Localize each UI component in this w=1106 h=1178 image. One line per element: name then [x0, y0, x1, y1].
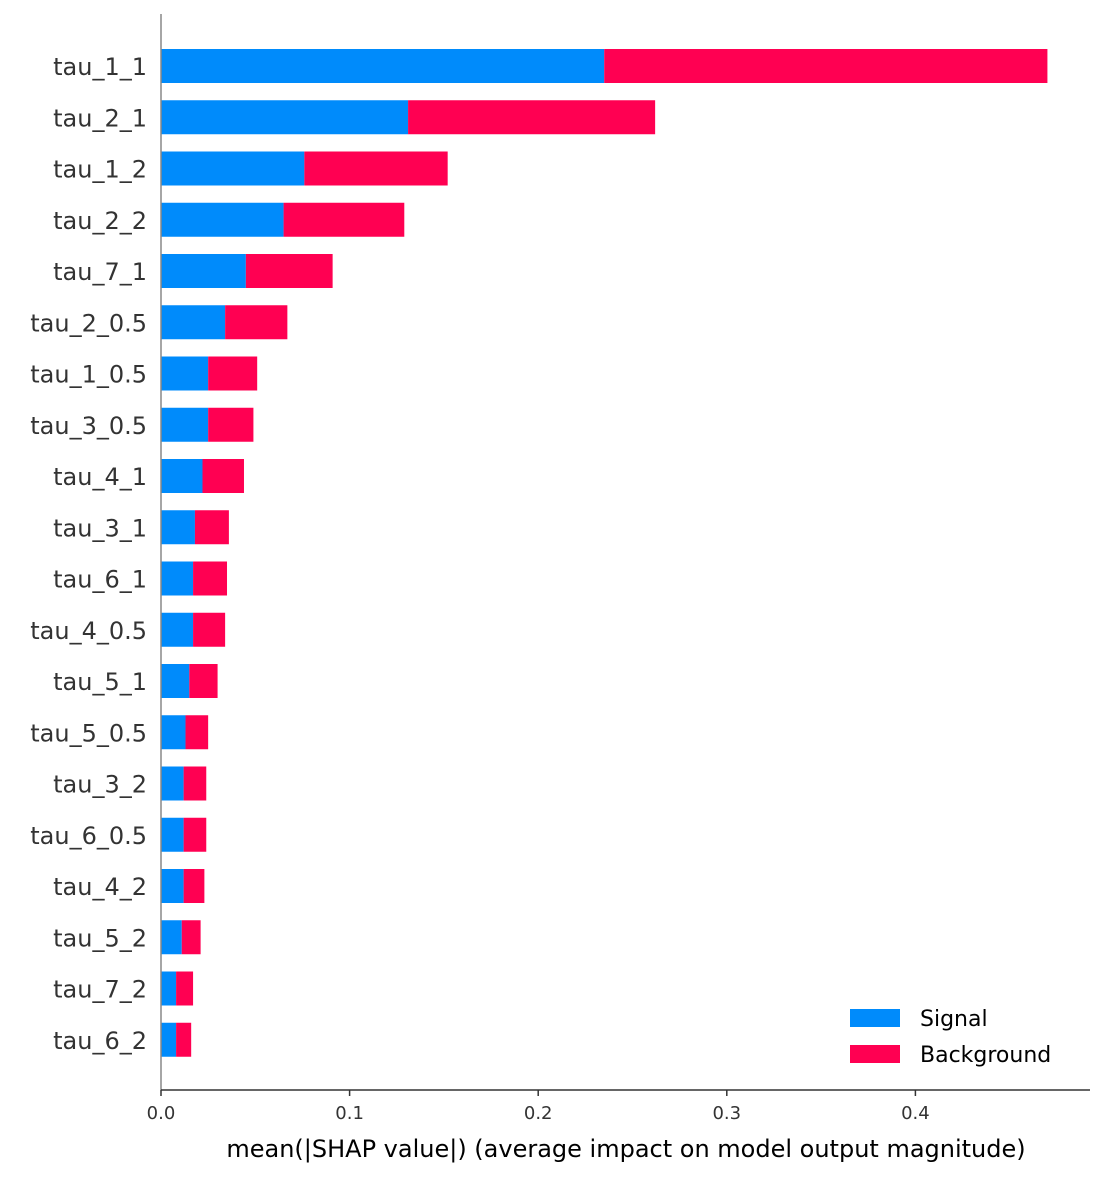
- feature-label-tau-4-2: tau_4_2: [53, 873, 147, 901]
- legend-label-background: Background: [920, 1043, 1051, 1068]
- bars-group: [161, 49, 1048, 1057]
- x-ticks: 0.0 0.1 0.2 0.3 0.4: [147, 1090, 930, 1124]
- feature-label-tau-5-0-5: tau_5_0.5: [30, 719, 147, 747]
- bar-signal-tau-5-0-5: [161, 715, 186, 750]
- bar-signal-tau-3-1: [161, 510, 195, 545]
- bar-background-tau-3-0-5: [208, 407, 254, 442]
- legend-label-signal: Signal: [920, 1007, 988, 1032]
- bar-background-tau-3-1: [194, 510, 229, 545]
- bar-signal-tau-3-0-5: [161, 407, 209, 442]
- bar-signal-tau-4-2: [161, 869, 184, 903]
- bar-background-tau-6-0-5: [183, 817, 207, 852]
- feature-label-tau-5-1: tau_5_1: [53, 668, 147, 696]
- x-tick-label: 0.1: [335, 1103, 364, 1124]
- x-tick-label: 0.0: [147, 1103, 176, 1124]
- legend-swatch-signal: [850, 1009, 900, 1027]
- bar-signal-tau-3-2: [161, 766, 184, 801]
- bar-background-tau-3-2: [183, 766, 207, 801]
- bar-background-tau-2-0-5: [225, 305, 288, 340]
- feature-label-tau-2-0-5: tau_2_0.5: [30, 309, 147, 337]
- bar-signal-tau-7-1: [161, 254, 246, 288]
- bar-background-tau-4-2: [183, 869, 205, 903]
- x-tick-label: 0.2: [524, 1103, 553, 1124]
- bar-signal-tau-4-0-5: [161, 612, 194, 647]
- bar-signal-tau-1-2: [161, 151, 305, 186]
- feature-label-tau-4-1: tau_4_1: [53, 463, 147, 491]
- feature-label-tau-2-1: tau_2_1: [53, 104, 147, 132]
- bar-background-tau-7-1: [245, 254, 333, 288]
- bar-signal-tau-2-2: [161, 202, 284, 237]
- bar-background-tau-6-1: [193, 561, 228, 596]
- bar-signal-tau-6-0-5: [161, 817, 184, 852]
- feature-label-tau-5-2: tau_5_2: [53, 924, 147, 952]
- feature-label-tau-1-2: tau_1_2: [53, 156, 147, 184]
- bar-signal-tau-5-2: [161, 920, 182, 955]
- bar-signal-tau-6-1: [161, 561, 194, 596]
- feature-label-tau-3-2: tau_3_2: [53, 771, 147, 799]
- feature-label-tau-3-1: tau_3_1: [53, 514, 147, 542]
- bar-background-tau-1-2: [304, 151, 448, 186]
- feature-label-tau-6-2: tau_6_2: [53, 1027, 147, 1055]
- legend: Signal Background: [850, 1007, 1051, 1068]
- bar-signal-tau-2-0-5: [161, 305, 226, 340]
- feature-label-tau-4-0-5: tau_4_0.5: [30, 617, 147, 645]
- feature-label-tau-6-0-5: tau_6_0.5: [30, 822, 147, 850]
- bar-background-tau-4-1: [202, 459, 244, 493]
- bar-signal-tau-6-2: [161, 1022, 177, 1057]
- bar-background-tau-5-1: [189, 664, 218, 698]
- feature-label-tau-7-1: tau_7_1: [53, 258, 147, 286]
- feature-label-tau-7-2: tau_7_2: [53, 976, 147, 1004]
- bar-signal-tau-1-0-5: [161, 356, 209, 391]
- x-tick-label: 0.3: [712, 1103, 741, 1124]
- bar-signal-tau-4-1: [161, 459, 203, 493]
- bar-background-tau-1-0-5: [208, 356, 258, 391]
- feature-label-tau-1-0-5: tau_1_0.5: [30, 361, 147, 389]
- feature-label-tau-2-2: tau_2_2: [53, 207, 147, 235]
- x-axis-label: mean(|SHAP value|) (average impact on mo…: [226, 1135, 1025, 1163]
- bar-background-tau-2-2: [283, 202, 405, 237]
- bar-background-tau-1-1: [604, 49, 1048, 83]
- feature-label-tau-1-1: tau_1_1: [53, 53, 147, 81]
- bar-background-tau-6-2: [176, 1022, 192, 1057]
- feature-labels: tau_1_1 tau_2_1 tau_1_2 tau_2_2 tau_7_1 tau_2…: [30, 53, 147, 1055]
- feature-label-tau-3-0-5: tau_3_0.5: [30, 412, 147, 440]
- bar-background-tau-5-0-5: [185, 715, 209, 750]
- bar-signal-tau-7-2: [161, 971, 177, 1006]
- x-tick-label: 0.4: [901, 1103, 930, 1124]
- bar-background-tau-4-0-5: [193, 612, 226, 647]
- legend-swatch-background: [850, 1045, 900, 1063]
- bar-signal-tau-2-1: [161, 100, 409, 135]
- bar-background-tau-5-2: [181, 920, 201, 955]
- bar-background-tau-2-1: [408, 100, 656, 135]
- feature-label-tau-6-1: tau_6_1: [53, 566, 147, 594]
- bar-signal-tau-5-1: [161, 664, 190, 698]
- bar-signal-tau-1-1: [161, 49, 605, 83]
- bar-background-tau-7-2: [176, 971, 194, 1006]
